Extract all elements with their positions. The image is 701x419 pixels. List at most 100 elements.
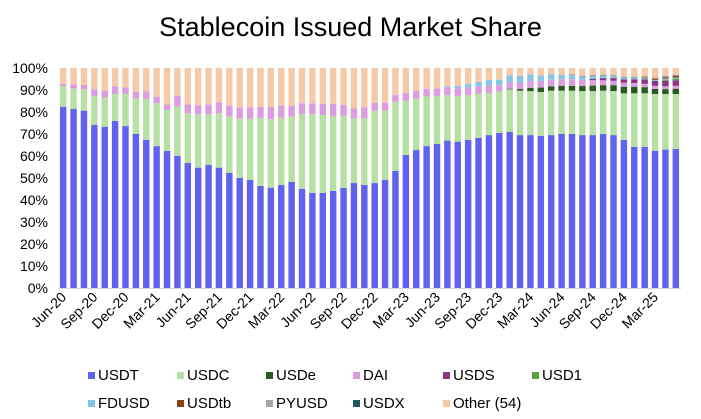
bar-segment-dai bbox=[547, 79, 555, 87]
bar-segment-usdc bbox=[610, 91, 617, 136]
bar-segment-other-54 bbox=[80, 68, 88, 85]
bar-segment-usdc bbox=[527, 91, 534, 136]
bar-segment-dai bbox=[298, 103, 306, 115]
bar-segment-dai bbox=[226, 105, 233, 117]
bar-segment-usdc bbox=[662, 93, 669, 150]
bar-segment-usdc bbox=[444, 95, 451, 141]
legend-swatch bbox=[177, 400, 184, 407]
bar-segment-dai bbox=[267, 106, 275, 120]
bar-segment-usdc bbox=[454, 95, 461, 142]
bar-segment-dai bbox=[589, 80, 596, 86]
bar-segment-usdc bbox=[288, 116, 295, 182]
bar-segment-usdt bbox=[485, 135, 493, 288]
bar-segment-dai bbox=[631, 82, 638, 87]
bar-segment-other-54 bbox=[599, 68, 607, 75]
bar-segment-dai bbox=[143, 91, 150, 100]
bar-segment-usde bbox=[506, 88, 513, 90]
bar-segment-usdt bbox=[163, 150, 171, 288]
bar-segment-other-54 bbox=[444, 68, 451, 87]
bar-segment-usds bbox=[610, 78, 617, 81]
bar-segment-usdc bbox=[122, 93, 129, 127]
bar-segment-usdc bbox=[423, 96, 430, 147]
bar-segment-usdc bbox=[392, 101, 399, 171]
y-tick-label: 30% bbox=[20, 214, 48, 230]
bar-segment-usdt bbox=[278, 185, 285, 288]
bar-segment-dai bbox=[153, 96, 160, 104]
bar-segment-usdc bbox=[631, 93, 638, 147]
bar-segment-dai bbox=[475, 86, 482, 94]
bar-segment-fdusd bbox=[547, 74, 555, 80]
legend-label: USDT bbox=[98, 367, 139, 384]
bar-segment-usdc bbox=[226, 116, 233, 173]
legend-swatch bbox=[88, 400, 95, 407]
bar-segment-fdusd bbox=[641, 78, 648, 80]
bar-segment-dai bbox=[91, 89, 98, 96]
bar-segment-usdc bbox=[267, 119, 275, 188]
legend-item: DAI bbox=[353, 367, 388, 384]
bar-segment-usdc bbox=[194, 114, 202, 168]
bar-segment-other-54 bbox=[236, 68, 243, 108]
bar-segment-usdc bbox=[506, 89, 513, 133]
bar-segment-usdt bbox=[101, 126, 108, 289]
bar-segment-other-54 bbox=[205, 68, 212, 105]
bar-segment-other-54 bbox=[91, 68, 98, 90]
bar-segment-fdusd bbox=[475, 81, 482, 87]
bar-segment-usdt bbox=[205, 165, 212, 288]
bar-segment-usdc bbox=[132, 98, 140, 134]
y-tick-label: 10% bbox=[20, 258, 48, 274]
legend-label: USDC bbox=[187, 367, 230, 384]
bar-segment-other-54 bbox=[319, 68, 326, 105]
bar-segment-dai bbox=[59, 83, 67, 87]
bar-segment-usdt bbox=[589, 135, 596, 288]
bar-segment-dai bbox=[381, 102, 389, 111]
legend-swatch bbox=[266, 400, 273, 407]
y-tick-label: 70% bbox=[20, 126, 48, 142]
bar-segment-usdt bbox=[257, 185, 264, 288]
bar-segment-usdt bbox=[236, 178, 243, 288]
bar-segment-other-54 bbox=[579, 68, 586, 77]
bar-segment-usde bbox=[558, 85, 565, 91]
bar-segment-dai bbox=[392, 95, 399, 102]
bar-segment-usdt bbox=[70, 108, 77, 288]
bar-segment-dai bbox=[194, 105, 202, 115]
legend-swatch bbox=[177, 372, 184, 379]
bar-segment-other-54 bbox=[246, 68, 254, 108]
bar-segment-other-54 bbox=[433, 68, 441, 89]
bar-segment-usdtb bbox=[672, 75, 680, 78]
bar-segment-other-54 bbox=[194, 68, 202, 106]
bar-segment-dai bbox=[651, 85, 659, 89]
bar-segment-usde bbox=[516, 88, 524, 91]
bar-segment-fdusd bbox=[579, 76, 586, 80]
bar-segment-pyusd bbox=[599, 75, 607, 76]
bar-segment-usdt bbox=[298, 189, 306, 288]
bar-segment-usdt bbox=[599, 134, 607, 288]
bar-segment-dai bbox=[163, 104, 171, 111]
bar-segment-usdt bbox=[174, 156, 181, 288]
bar-segment-usdt bbox=[59, 106, 67, 288]
bar-segment-usdt bbox=[132, 134, 140, 288]
bar-segment-usds bbox=[672, 80, 680, 86]
bar-segment-usds bbox=[631, 79, 638, 83]
bar-segment-usdtb bbox=[662, 77, 669, 79]
legend-label: DAI bbox=[363, 367, 389, 384]
bar-segment-dai bbox=[413, 90, 420, 99]
bar-segment-usde bbox=[672, 88, 680, 94]
bar-segment-dai bbox=[184, 104, 192, 114]
bar-segment-dai bbox=[672, 85, 680, 89]
bar-segment-other-54 bbox=[496, 68, 503, 80]
bar-segment-usdt bbox=[641, 146, 648, 288]
bar-segment-fdusd bbox=[454, 86, 461, 89]
bar-segment-dai bbox=[340, 104, 347, 116]
bar-segment-other-54 bbox=[350, 68, 358, 109]
bar-segment-other-54 bbox=[662, 68, 669, 77]
bar-segment-other-54 bbox=[589, 68, 596, 76]
bar-segment-usdc bbox=[547, 90, 555, 136]
bar-segment-dai bbox=[537, 80, 545, 88]
bar-segment-other-54 bbox=[506, 68, 513, 76]
bar-segment-usdc bbox=[59, 86, 67, 107]
bar-segment-usdt bbox=[662, 149, 669, 288]
bar-segment-dai bbox=[433, 88, 441, 96]
bar-segment-dai bbox=[444, 87, 451, 96]
bar-segment-dai bbox=[111, 86, 119, 94]
